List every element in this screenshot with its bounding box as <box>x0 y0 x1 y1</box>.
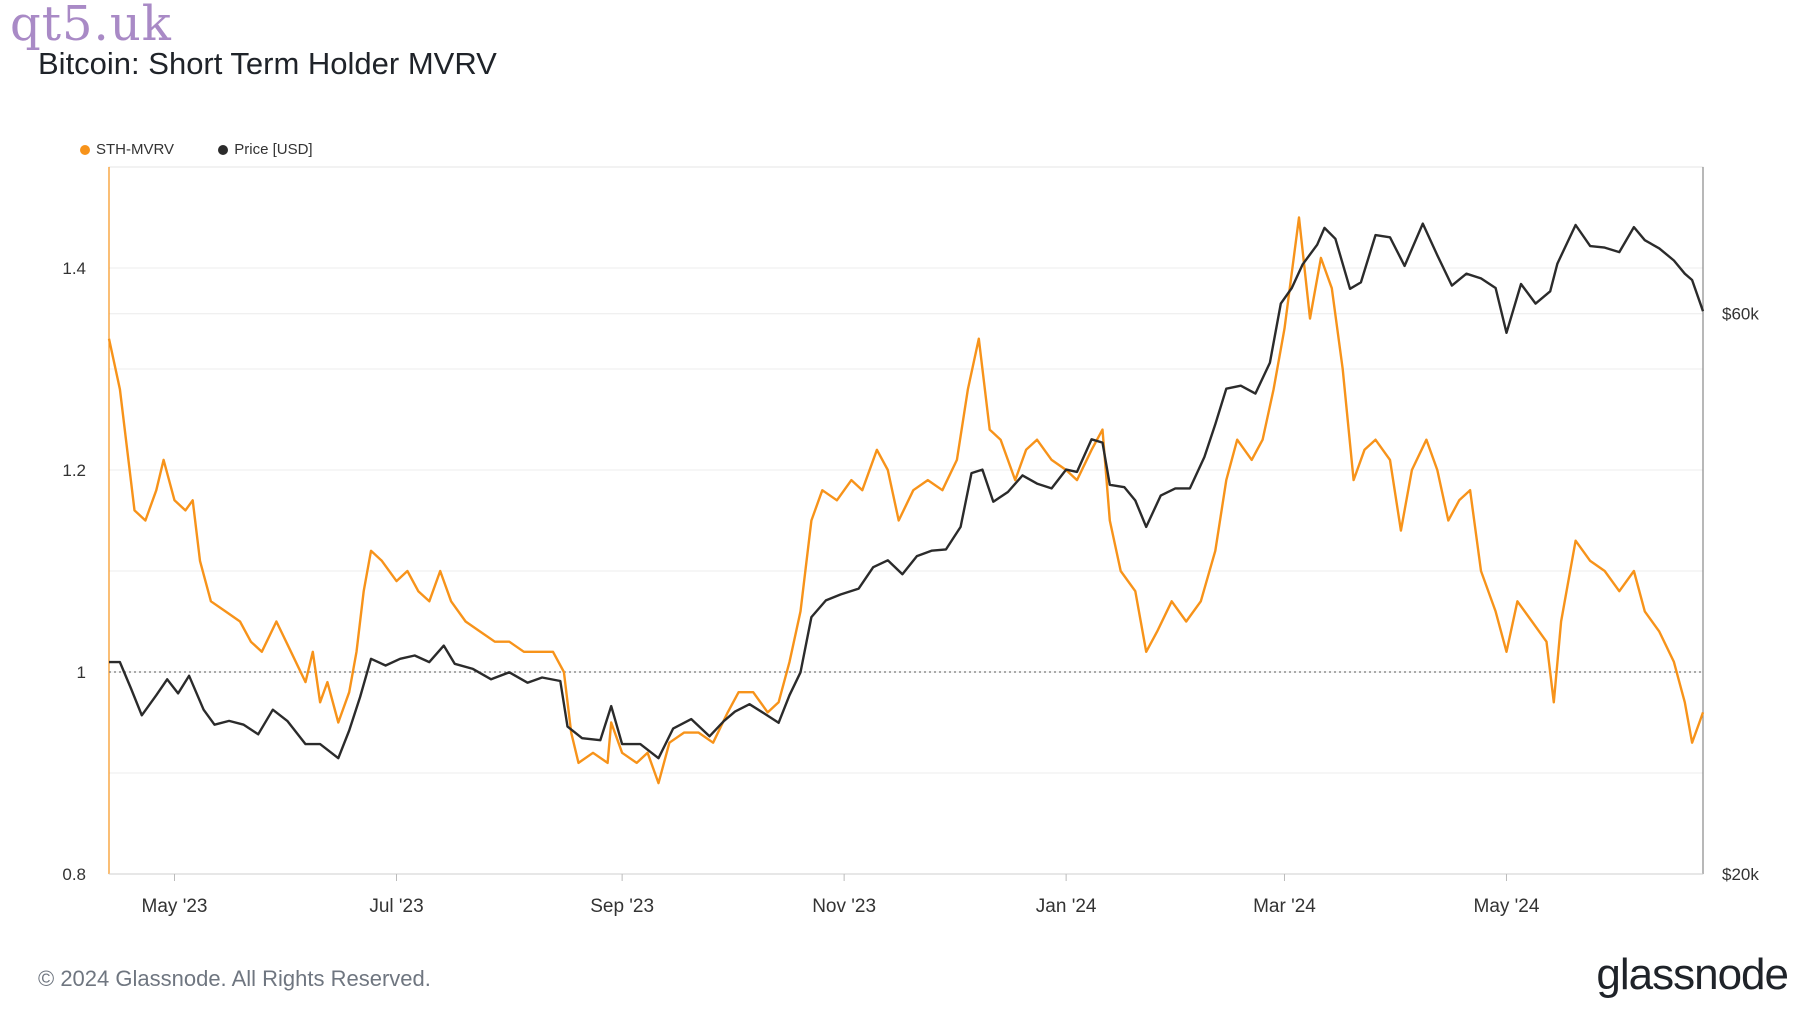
x-tick-label: Jul '23 <box>369 896 423 917</box>
x-tick-label: May '23 <box>142 896 208 917</box>
legend-dot-mvrv-icon <box>80 144 90 155</box>
y-tick-label-left: 0.8 <box>62 865 86 884</box>
y-tick-label-left: 1.2 <box>62 461 86 480</box>
legend-label-price: Price [USD] <box>234 141 313 158</box>
y-tick-label-left: 1 <box>77 663 86 682</box>
x-tick-label: May '24 <box>1474 896 1540 917</box>
plot-area <box>108 166 1704 875</box>
y-tick-label-right: $20k <box>1722 865 1759 884</box>
series-line-price <box>109 222 1705 760</box>
chart-title: Bitcoin: Short Term Holder MVRV <box>38 46 497 81</box>
x-tick-label: Sep '23 <box>590 896 654 917</box>
legend-dot-price-icon <box>218 144 229 155</box>
chart-legend: STH-MVRV Price [USD] <box>80 141 353 159</box>
legend-label-mvrv: STH-MVRV <box>96 141 175 158</box>
x-tick-label: Nov '23 <box>812 896 876 917</box>
brand-logo: glassnode <box>1596 950 1789 999</box>
legend-item-price[interactable]: Price [USD] <box>218 141 313 158</box>
y-tick-label-right: $60k <box>1722 305 1759 324</box>
legend-item-mvrv[interactable]: STH-MVRV <box>80 141 174 158</box>
x-tick-label: Mar '24 <box>1253 896 1316 917</box>
series-line-mvrv <box>107 216 1705 785</box>
y-tick-label-left: 1.4 <box>62 259 86 278</box>
copyright-text: © 2024 Glassnode. All Rights Reserved. <box>38 966 431 991</box>
watermark-text: qt5.uk <box>10 0 172 52</box>
x-tick-label: Jan '24 <box>1036 896 1097 917</box>
